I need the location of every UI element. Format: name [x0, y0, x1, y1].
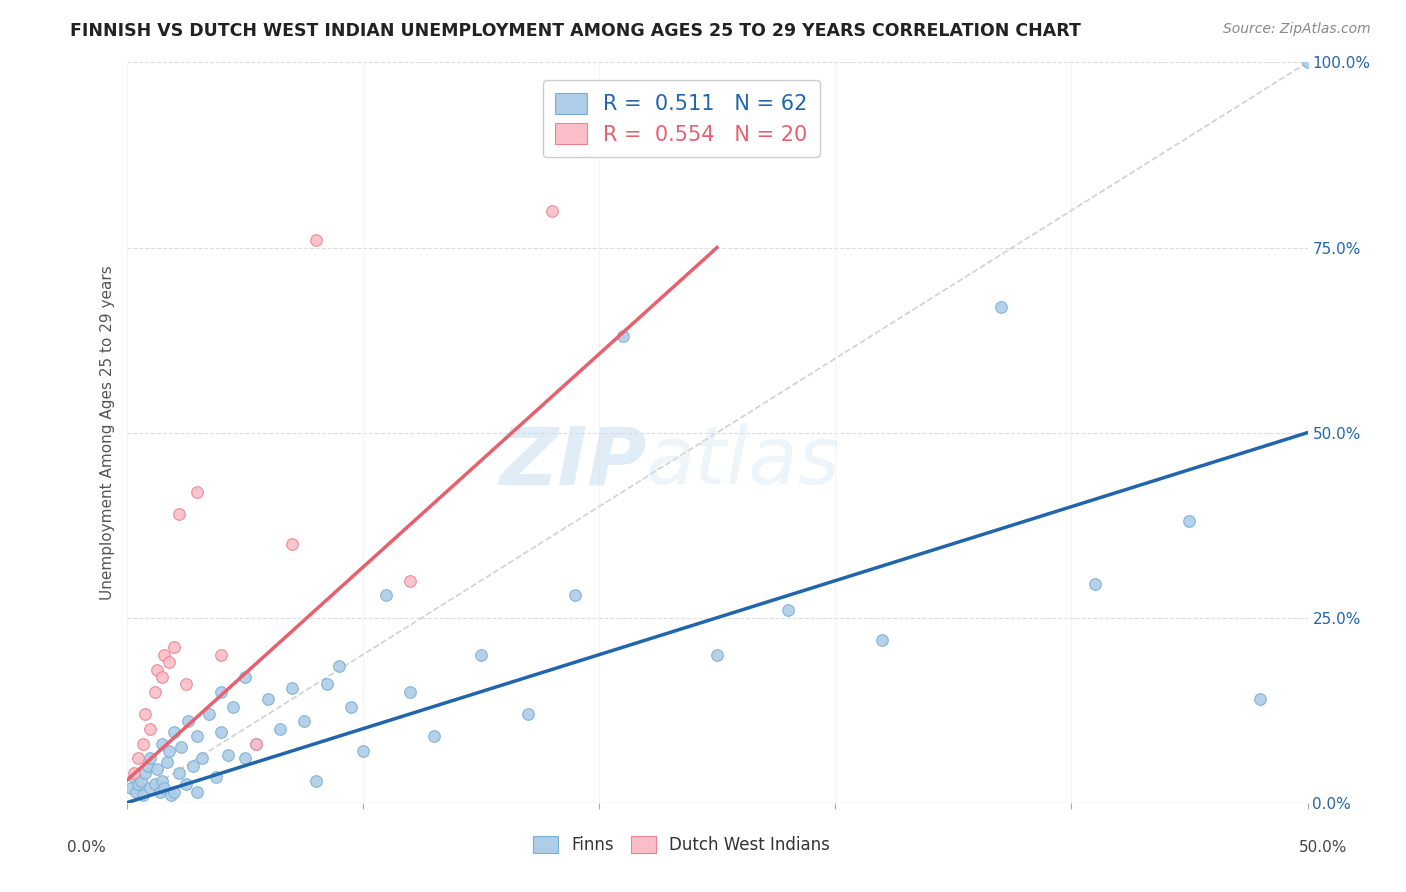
Point [990, 300, 1012, 314]
Point [143, 777, 166, 791]
Point [217, 747, 239, 762]
Point [316, 677, 339, 691]
Point [292, 714, 315, 729]
Point [167, 766, 190, 780]
Point [245, 737, 267, 751]
Point [163, 725, 186, 739]
Point [122, 770, 145, 784]
Point [134, 706, 156, 721]
Point [163, 640, 186, 655]
Point [167, 507, 190, 521]
Point [205, 770, 228, 784]
Text: 50.0%: 50.0% [1299, 840, 1347, 855]
Point [352, 744, 374, 758]
Point [146, 763, 169, 777]
Point [209, 725, 232, 739]
Point [150, 773, 173, 788]
Point [564, 589, 586, 603]
Point [153, 780, 176, 795]
Text: atlas: atlas [647, 423, 841, 501]
Point [157, 744, 180, 758]
Point [776, 603, 799, 617]
Text: ZIP: ZIP [499, 423, 647, 501]
Point [174, 677, 197, 691]
Point [186, 484, 208, 499]
Legend: Finns, Dutch West Indians: Finns, Dutch West Indians [526, 830, 837, 861]
Point [139, 722, 162, 736]
Point [706, 648, 728, 662]
Point [422, 729, 444, 743]
Point [132, 789, 155, 803]
Point [177, 714, 200, 729]
Point [146, 663, 169, 677]
Y-axis label: Unemployment Among Ages 25 to 29 years: Unemployment Among Ages 25 to 29 years [100, 265, 115, 600]
Point [304, 773, 326, 788]
Point [127, 777, 149, 791]
Point [1296, 55, 1319, 70]
Point [120, 780, 142, 795]
Text: 0.0%: 0.0% [67, 840, 107, 855]
Point [612, 329, 634, 343]
Point [233, 751, 256, 765]
Point [304, 233, 326, 247]
Point [163, 785, 186, 799]
Point [136, 758, 159, 772]
Point [191, 751, 214, 765]
Point [1249, 692, 1271, 706]
Point [470, 648, 492, 662]
Point [132, 737, 155, 751]
Point [156, 755, 179, 769]
Text: Source: ZipAtlas.com: Source: ZipAtlas.com [1223, 22, 1371, 37]
Point [245, 737, 267, 751]
Point [375, 589, 398, 603]
Point [160, 789, 183, 803]
Point [122, 766, 145, 780]
Point [281, 536, 304, 550]
Point [139, 751, 162, 765]
Point [1178, 515, 1201, 529]
Point [129, 773, 152, 788]
Point [269, 722, 291, 736]
Point [233, 670, 256, 684]
Point [150, 670, 173, 684]
Point [134, 766, 156, 780]
Text: FINNISH VS DUTCH WEST INDIAN UNEMPLOYMENT AMONG AGES 25 TO 29 YEARS CORRELATION : FINNISH VS DUTCH WEST INDIAN UNEMPLOYMEN… [70, 22, 1081, 40]
Point [198, 706, 221, 721]
Point [340, 699, 363, 714]
Point [139, 780, 162, 795]
Point [186, 729, 208, 743]
Point [257, 692, 280, 706]
Point [328, 658, 350, 673]
Point [157, 655, 180, 669]
Point [149, 785, 172, 799]
Point [127, 751, 149, 765]
Point [174, 777, 197, 791]
Point [170, 740, 193, 755]
Point [517, 706, 540, 721]
Point [125, 785, 148, 799]
Point [540, 203, 562, 218]
Point [399, 685, 422, 699]
Point [181, 758, 204, 772]
Point [222, 699, 245, 714]
Point [186, 785, 208, 799]
Point [143, 685, 166, 699]
Point [209, 648, 232, 662]
Point [281, 681, 304, 695]
Point [150, 737, 173, 751]
Point [399, 574, 422, 588]
Point [1084, 577, 1107, 591]
Point [153, 648, 176, 662]
Point [209, 685, 232, 699]
Point [872, 632, 894, 647]
